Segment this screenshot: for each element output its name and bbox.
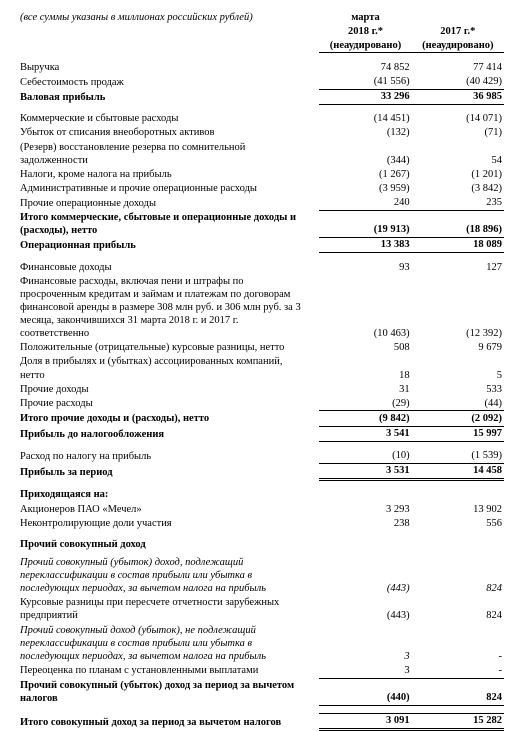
row-finexp-c1: (10 463) — [319, 274, 411, 341]
row-revenue-c2: 77 414 — [412, 60, 504, 74]
row-assoc-c1: 18 — [319, 355, 411, 382]
row-nci-c1: 238 — [319, 516, 411, 530]
row-sga-c1: (14 451) — [319, 112, 411, 126]
col1-year: 2018 г.* — [319, 24, 411, 38]
row-shareholders-label: Акционеров ПАО «Мечел» — [18, 502, 319, 516]
row-ocifx-c2: 824 — [412, 596, 504, 623]
row-ocinoreclass-label: Прочий совокупный доход (убыток), не под… — [18, 623, 319, 663]
row-ocireclass-c1: (443) — [319, 555, 411, 595]
row-totalopexp-label: Итого коммерческие, сбытовые и операцион… — [18, 210, 319, 237]
row-attrto-label: Приходящаяся на: — [18, 488, 319, 502]
row-totalcomp-c2: 15 282 — [412, 713, 504, 729]
row-admin-c1: (3 959) — [319, 181, 411, 195]
row-taxes-c2: (1 201) — [412, 167, 504, 181]
row-totalopexp-c1: (19 913) — [319, 210, 411, 237]
row-provision-label: (Резерв) восстановление резерва по сомни… — [18, 140, 319, 167]
row-fx-label: Положительные (отрицательные) курсовые р… — [18, 341, 319, 355]
row-remeasure-c2: - — [412, 663, 504, 678]
row-writeoff-c1: (132) — [319, 126, 411, 140]
row-otherexp-label: Прочие расходы — [18, 396, 319, 411]
row-nci-label: Неконтролирующие доли участия — [18, 516, 319, 530]
row-taxes-label: Налоги, кроме налога на прибыль — [18, 167, 319, 181]
row-sga-c2: (14 071) — [412, 112, 504, 126]
col1-unaudited: (неаудировано) — [319, 38, 411, 53]
row-totalcomp-label: Итого совокупный доход за период за выче… — [18, 713, 319, 729]
row-ocireclass-c2: 824 — [412, 555, 504, 595]
row-ocinoreclass-c2: - — [412, 623, 504, 663]
row-otherexp-c2: (44) — [412, 396, 504, 411]
row-opprofit-c1: 13 383 — [319, 237, 411, 252]
row-shareholders-c2: 13 902 — [412, 502, 504, 516]
row-totalopexp-c2: (18 896) — [412, 210, 504, 237]
row-pbt-c2: 15 997 — [412, 426, 504, 441]
row-oci-title: Прочий совокупный доход — [18, 537, 319, 551]
row-otherexp-c1: (29) — [319, 396, 411, 411]
row-tax-c1: (10) — [319, 449, 411, 464]
row-assoc-label: Доля в прибылях и (убытках) ассоциирован… — [18, 355, 319, 382]
row-net-c2: 14 458 — [412, 463, 504, 479]
row-tax-label: Расход по налогу на прибыль — [18, 449, 319, 464]
row-cogs-label: Себестоимость продаж — [18, 75, 319, 90]
row-pbt-c1: 3 541 — [319, 426, 411, 441]
row-otherinc-c1: 31 — [319, 382, 411, 396]
row-ocinoreclass-c1: 3 — [319, 623, 411, 663]
row-writeoff-label: Убыток от списания внеоборотных активов — [18, 126, 319, 140]
row-admin-c2: (3 842) — [412, 181, 504, 195]
row-taxes-c1: (1 267) — [319, 167, 411, 181]
row-finexp-label: Финансовые расходы, включая пени и штраф… — [18, 274, 319, 341]
row-gross-label: Валовая прибыль — [18, 89, 319, 104]
row-ocitotal-c1: (440) — [319, 678, 411, 705]
income-statement-table: (все суммы указаны в миллионах российски… — [18, 10, 504, 731]
row-opprofit-label: Операционная прибыль — [18, 237, 319, 252]
row-remeasure-c1: 3 — [319, 663, 411, 678]
row-fx-c2: 9 679 — [412, 341, 504, 355]
row-opprofit-c2: 18 089 — [412, 237, 504, 252]
row-net-c1: 3 531 — [319, 463, 411, 479]
row-finexp-c2: (12 392) — [412, 274, 504, 341]
row-provision-c1: (344) — [319, 140, 411, 167]
row-fininc-c1: 93 — [319, 260, 411, 274]
row-tax-c2: (1 539) — [412, 449, 504, 464]
row-cogs-c2: (40 429) — [412, 75, 504, 90]
row-admin-label: Административные и прочие операционные р… — [18, 181, 319, 195]
col2-year: 2017 г.* — [412, 24, 504, 38]
row-provision-c2: 54 — [412, 140, 504, 167]
row-otheropinc-c1: 240 — [319, 196, 411, 211]
currency-note: (все суммы указаны в миллионах российски… — [18, 10, 319, 24]
row-gross-c1: 33 296 — [319, 89, 411, 104]
row-ocireclass-label: Прочий совокупный (убыток) доход, подлеж… — [18, 555, 319, 595]
row-sga-label: Коммерческие и сбытовые расходы — [18, 112, 319, 126]
row-revenue-c1: 74 852 — [319, 60, 411, 74]
period-month: марта — [319, 10, 411, 24]
row-fininc-label: Финансовые доходы — [18, 260, 319, 274]
row-net-label: Прибыль за период — [18, 463, 319, 479]
row-totalother-c1: (9 842) — [319, 411, 411, 426]
row-writeoff-c2: (71) — [412, 126, 504, 140]
row-ocifx-label: Курсовые разницы при пересчете отчетност… — [18, 596, 319, 623]
row-totalcomp-c1: 3 091 — [319, 713, 411, 729]
row-ocifx-c1: (443) — [319, 596, 411, 623]
row-ocitotal-c2: 824 — [412, 678, 504, 705]
row-fx-c1: 508 — [319, 341, 411, 355]
col2-unaudited: (неаудировано) — [412, 38, 504, 53]
row-otherinc-label: Прочие доходы — [18, 382, 319, 396]
row-ocitotal-label: Прочий совокупный (убыток) доход за пери… — [18, 678, 319, 705]
row-cogs-c1: (41 556) — [319, 75, 411, 90]
row-assoc-c2: 5 — [412, 355, 504, 382]
row-shareholders-c1: 3 293 — [319, 502, 411, 516]
row-nci-c2: 556 — [412, 516, 504, 530]
row-otherinc-c2: 533 — [412, 382, 504, 396]
row-totalother-label: Итого прочие доходы и (расходы), нетто — [18, 411, 319, 426]
row-totalother-c2: (2 092) — [412, 411, 504, 426]
row-pbt-label: Прибыль до налогообложения — [18, 426, 319, 441]
row-revenue-label: Выручка — [18, 60, 319, 74]
row-remeasure-label: Переоценка по планам с установленными вы… — [18, 663, 319, 678]
row-otheropinc-c2: 235 — [412, 196, 504, 211]
row-otheropinc-label: Прочие операционные доходы — [18, 196, 319, 211]
row-fininc-c2: 127 — [412, 260, 504, 274]
row-gross-c2: 36 985 — [412, 89, 504, 104]
